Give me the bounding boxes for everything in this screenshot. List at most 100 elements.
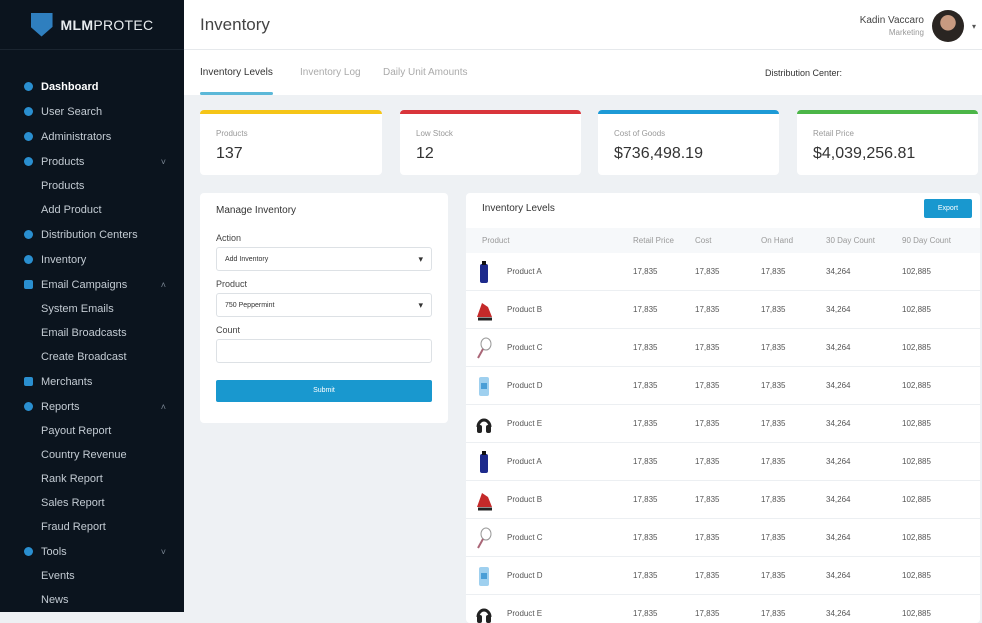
user-menu[interactable]: Kadin Vaccaro Marketing ▾ [860, 10, 976, 42]
sidebar-item-label: Sales Report [41, 497, 105, 509]
caret-down-icon[interactable]: ▾ [971, 21, 976, 31]
sidebar-item-distribution-centers[interactable]: Distribution Centers [0, 222, 184, 247]
product-select[interactable]: 750 Peppermint [216, 293, 432, 317]
sidebar-item-label: Distribution Centers [41, 228, 138, 241]
stat-label: Low Stock [416, 129, 453, 138]
sidebar-item-merchants[interactable]: Merchants [0, 369, 184, 394]
table-cell: 34,264 [826, 305, 851, 314]
sidebar-item-administrators[interactable]: Administrators [0, 124, 184, 149]
merchant-icon [24, 377, 33, 386]
table-cell: 17,835 [695, 419, 720, 428]
sidebar-item-add-product[interactable]: Add Product [0, 198, 184, 222]
sidebar-item-payout-report[interactable]: Payout Report [0, 419, 184, 443]
table-row[interactable]: Product B 17,835 17,835 17,835 34,264 102,885 [466, 481, 980, 519]
sidebar-item-rank-report[interactable]: Rank Report [0, 467, 184, 491]
product-name[interactable]: Product C [507, 533, 543, 542]
table-cell: 17,835 [633, 457, 658, 466]
column-header[interactable]: 90 Day Count [902, 236, 951, 245]
page-title: Inventory [200, 15, 270, 34]
product-name[interactable]: Product C [507, 343, 543, 352]
chevron-icon[interactable]: ˄ [160, 279, 166, 290]
column-header[interactable]: Retail Price [633, 236, 674, 245]
product-name[interactable]: Product A [507, 457, 542, 466]
sidebar-item-create-broadcast[interactable]: Create Broadcast [0, 345, 184, 369]
column-header[interactable]: Cost [695, 236, 712, 245]
sidebar-item-reports[interactable]: Reports ˄ [0, 394, 184, 419]
distribution-center-label: Distribution Center: [765, 68, 843, 78]
stat-label: Cost of Goods [614, 129, 666, 138]
sidebar-item-tools[interactable]: Tools ˅ [0, 539, 184, 564]
chevron-icon[interactable]: ˅ [160, 546, 166, 557]
product-name[interactable]: Product A [507, 267, 542, 276]
table-row[interactable]: Product C 17,835 17,835 17,835 34,264 102,885 [466, 519, 980, 557]
product-name[interactable]: Product B [507, 305, 543, 314]
table-row[interactable]: Product A 17,835 17,835 17,835 34,264 102,885 [466, 443, 980, 481]
table-cell: 102,885 [902, 381, 931, 390]
table-cell: 17,835 [633, 533, 658, 542]
count-input[interactable] [216, 339, 432, 363]
product-racket-image [477, 527, 492, 549]
table-row[interactable]: Product B 17,835 17,835 17,835 34,264 102,885 [466, 291, 980, 329]
tab-inventory-log[interactable]: Inventory Log [300, 67, 361, 78]
brand-logo[interactable]: MLMPROTEC [0, 0, 184, 50]
avatar[interactable] [931, 10, 964, 42]
sidebar-item-label: Email Broadcasts [41, 327, 127, 339]
table-row[interactable]: Product A 17,835 17,835 17,835 34,264 102,885 [466, 253, 980, 291]
sidebar-item-fraud-report[interactable]: Fraud Report [0, 515, 184, 539]
stat-value: 137 [216, 145, 243, 162]
inventory-levels-table: Inventory Levels Export Product Retail Pr… [466, 193, 980, 623]
table-row[interactable]: Product C 17,835 17,835 17,835 34,264 102,885 [466, 329, 980, 367]
product-name[interactable]: Product E [507, 419, 543, 428]
table-cell: 34,264 [826, 609, 851, 618]
sidebar-item-news[interactable]: News [0, 588, 184, 612]
manage-inventory-panel: Manage Inventory Action Add Inventory Pr… [200, 193, 448, 423]
count-label: Count [216, 325, 241, 335]
sidebar-item-dashboard[interactable]: Dashboard [0, 74, 184, 99]
table-cell: 17,835 [633, 343, 658, 352]
column-header[interactable]: Product [482, 236, 510, 245]
sidebar-item-email-campaigns[interactable]: Email Campaigns ˄ [0, 272, 184, 297]
column-header[interactable]: On Hand [761, 236, 794, 245]
sidebar-item-events[interactable]: Events [0, 564, 184, 588]
table-row[interactable]: Product E 17,835 17,835 17,835 34,264 102,885 [466, 405, 980, 443]
export-button[interactable]: Export [924, 199, 972, 218]
sidebar-item-sales-report[interactable]: Sales Report [0, 491, 184, 515]
user-name: Kadin Vaccaro [859, 15, 924, 26]
sidebar-item-inventory[interactable]: Inventory [0, 247, 184, 272]
search-icon [24, 107, 33, 116]
sidebar-item-label: Create Broadcast [41, 351, 127, 363]
sidebar-item-products[interactable]: Products [0, 174, 184, 198]
table-cell: 17,835 [695, 305, 720, 314]
product-name[interactable]: Product B [507, 495, 543, 504]
tab-inventory-levels[interactable]: Inventory Levels [200, 67, 273, 95]
submit-button[interactable]: Submit [216, 380, 432, 402]
product-name[interactable]: Product D [507, 381, 543, 390]
table-row[interactable]: Product E 17,835 17,835 17,835 34,264 102,885 [466, 595, 980, 623]
chevron-icon[interactable]: ˅ [160, 156, 166, 167]
sidebar-item-label: Add Product [41, 204, 102, 216]
table-row[interactable]: Product D 17,835 17,835 17,835 34,264 102,885 [466, 367, 980, 405]
table-cell: 17,835 [633, 571, 658, 580]
table-cell: 17,835 [761, 571, 786, 580]
sidebar-item-user-search[interactable]: User Search [0, 99, 184, 124]
table-cell: 102,885 [902, 533, 931, 542]
product-name[interactable]: Product D [507, 571, 543, 580]
product-tube-image [479, 377, 489, 396]
user-role: Marketing [888, 28, 924, 37]
table-cell: 102,885 [902, 571, 931, 580]
action-select[interactable]: Add Inventory [216, 247, 432, 271]
tab-daily-unit-amounts[interactable]: Daily Unit Amounts [383, 67, 468, 78]
chevron-icon[interactable]: ˄ [160, 401, 166, 412]
sidebar-item-email-broadcasts[interactable]: Email Broadcasts [0, 321, 184, 345]
home-icon [24, 82, 33, 91]
column-header[interactable]: 30 Day Count [826, 236, 875, 245]
table-row[interactable]: Product D 17,835 17,835 17,835 34,264 102,885 [466, 557, 980, 595]
stat-card: Low Stock 12 [400, 110, 581, 175]
sidebar-item-country-revenue[interactable]: Country Revenue [0, 443, 184, 467]
table-cell: 102,885 [902, 609, 931, 618]
sidebar-item-system-emails[interactable]: System Emails [0, 297, 184, 321]
product-name[interactable]: Product E [507, 609, 543, 618]
stat-card: Products 137 [200, 110, 382, 175]
sidebar-item-products[interactable]: Products ˅ [0, 149, 184, 174]
sidebar-item-label: Events [41, 570, 75, 582]
